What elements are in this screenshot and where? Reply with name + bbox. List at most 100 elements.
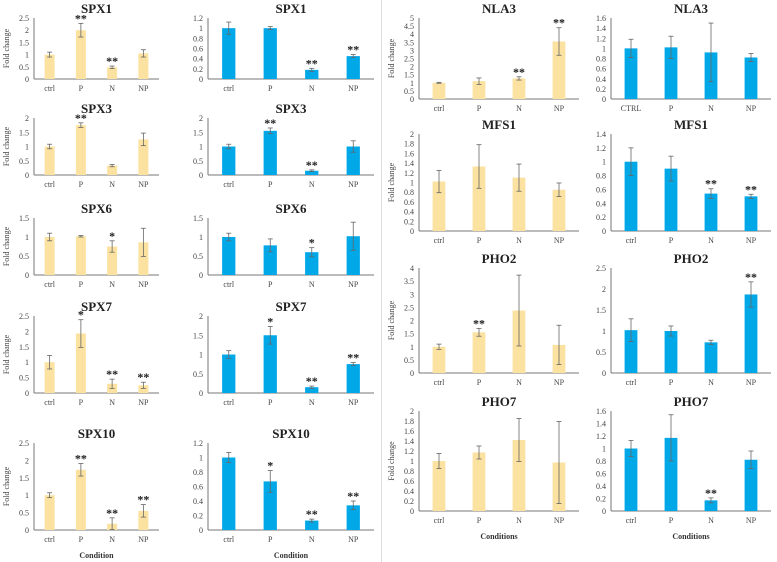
- y-tick-label: 1: [602, 44, 606, 53]
- bar-p: [664, 331, 678, 373]
- x-tick-label: N: [109, 84, 115, 93]
- chart-spx10-blue: SPX10 Condition 0 0.2 0.4 0.6 0.8 1 1.2 ctrl * P ** N…: [182, 425, 380, 562]
- x-tick-label: NP: [348, 280, 359, 289]
- y-tick-label: 3: [410, 290, 414, 299]
- y-tick-label: 1.4: [596, 24, 606, 33]
- bar-np: [138, 242, 149, 275]
- y-tick-label: 0: [25, 526, 29, 535]
- x-tick-label: P: [268, 535, 273, 544]
- bar-p: [75, 469, 86, 530]
- x-tick-label: NP: [554, 378, 565, 387]
- y-axis-label: Fold change: [2, 466, 11, 506]
- y-tick-label: 1: [25, 233, 29, 242]
- bar-np: [138, 139, 149, 175]
- x-tick-label: N: [109, 180, 115, 189]
- y-tick-label: 0.4: [404, 487, 414, 496]
- y-tick-label: 0.6: [193, 483, 203, 492]
- bar-p: [75, 125, 86, 175]
- y-tick-label: 0.4: [596, 75, 606, 84]
- x-tick-label: NP: [554, 516, 565, 525]
- chart-spx10-yellow: SPX10 Fold change Condition 0 0.5 1 1.5 2 2.5 ctr…: [0, 425, 165, 562]
- y-tick-label: 2: [25, 456, 29, 465]
- bar-ctrl: [44, 362, 55, 393]
- y-axis-label: Fold change: [2, 334, 11, 374]
- x-tick-label: ctrl: [44, 280, 55, 289]
- significance-marker: *: [267, 459, 273, 473]
- x-tick-label: NP: [348, 180, 359, 189]
- x-tick-label: P: [268, 180, 273, 189]
- chart-nla3-blue: NLA3 0 0.2 0.4 0.6 0.8 1 1.2 1.4 1.6 CTRL P N NP: [585, 0, 777, 116]
- y-tick-label: 2: [410, 63, 414, 72]
- x-tick-label: N: [309, 84, 315, 93]
- significance-marker: **: [264, 116, 276, 130]
- y-tick-label: 1.5: [19, 474, 29, 483]
- chart-title: SPX3: [81, 101, 113, 116]
- y-tick-label: 2.5: [596, 264, 606, 273]
- x-tick-label: ctrl: [434, 378, 445, 387]
- y-tick-label: 0.2: [596, 85, 606, 94]
- significance-marker: **: [106, 54, 118, 68]
- y-tick-label: 1.2: [596, 144, 606, 153]
- bar-n: [305, 387, 319, 393]
- x-tick-label: NP: [746, 516, 757, 525]
- y-tick-label: 0: [602, 507, 606, 516]
- x-tick-label: NP: [746, 378, 757, 387]
- bar-ctrl: [432, 346, 446, 373]
- bar-np: [346, 146, 360, 175]
- y-tick-label: 1: [602, 327, 606, 336]
- y-tick-label: 1: [410, 343, 414, 352]
- bar-p: [263, 245, 277, 275]
- y-tick-label: 1.4: [596, 130, 606, 139]
- x-tick-label: ctrl: [223, 180, 234, 189]
- chart-svg: SPX1 00.20.40.6 0.811.2 ctrl P ** N ** NP: [193, 1, 374, 93]
- chart-spx6-yellow: SPX6 Fold change 0 0.5 1 1.5 ctrl P * N NP: [0, 200, 165, 292]
- x-tick-label: ctrl: [44, 398, 55, 407]
- bar-n: [107, 67, 118, 79]
- chart-nla3-yellow: NLA3 Fold change 0 0.5 1 1.5 2 2.5 3 3.5 4 4.5 5 ctrl…: [385, 0, 585, 116]
- y-tick-label: 0.2: [596, 213, 606, 222]
- y-tick-label: 0: [25, 171, 29, 180]
- significance-marker: **: [347, 351, 359, 365]
- y-tick-label: 1: [199, 143, 203, 152]
- y-tick-label: 1: [25, 491, 29, 500]
- y-tick-label: 2: [199, 312, 203, 321]
- x-tick-label: N: [708, 236, 714, 245]
- y-tick-label: 2: [25, 114, 29, 123]
- bar-ctrl: [624, 330, 638, 373]
- chart-title: PHO2: [674, 251, 709, 266]
- bar-ctrl: [624, 161, 638, 231]
- bar-p: [263, 335, 277, 393]
- x-tick-label: N: [109, 535, 115, 544]
- y-tick-label: 2.5: [19, 14, 29, 23]
- x-tick-label: P: [669, 378, 674, 387]
- chart-svg: SPX7 0 0.5 1 1.5 2 ctrl * P ** N ** NP: [193, 299, 374, 407]
- significance-marker: **: [347, 43, 359, 57]
- chart-title: SPX1: [275, 1, 306, 16]
- y-tick-label: 2: [602, 285, 606, 294]
- x-tick-label: ctrl: [434, 236, 445, 245]
- bar-n: [305, 69, 319, 79]
- chart-svg: SPX3 Fold change 0 0.5 1 1.5 2 ctrl ** P N NP: [2, 101, 159, 189]
- chart-spx6-blue: SPX6 0 0.5 1 1.5 ctrl P * N NP: [182, 200, 380, 292]
- y-tick-label: 1.2: [404, 169, 414, 178]
- y-tick-label: 2: [199, 114, 203, 123]
- x-tick-label: ctrl: [626, 516, 637, 525]
- y-axis-label: Fold change: [387, 441, 396, 481]
- x-tick-label: P: [669, 236, 674, 245]
- x-axis-label: Condition: [79, 551, 114, 560]
- y-tick-label: 4.5: [404, 22, 414, 31]
- y-tick-label: 3: [410, 46, 414, 55]
- bar-n: [512, 440, 526, 511]
- y-tick-label: 0: [25, 75, 29, 84]
- y-tick-label: 0.2: [193, 65, 203, 74]
- chart-title: SPX7: [275, 299, 307, 314]
- x-tick-label: NP: [348, 535, 359, 544]
- chart-svg: SPX6 0 0.5 1 1.5 ctrl P * N NP: [193, 201, 374, 289]
- y-tick-label: 2: [410, 317, 414, 326]
- y-tick-label: 0.6: [596, 185, 606, 194]
- y-tick-label: 0: [602, 95, 606, 104]
- x-tick-label: N: [516, 236, 522, 245]
- y-tick-label: 2: [25, 26, 29, 35]
- significance-marker: **: [106, 367, 118, 381]
- bar-p: [664, 47, 678, 99]
